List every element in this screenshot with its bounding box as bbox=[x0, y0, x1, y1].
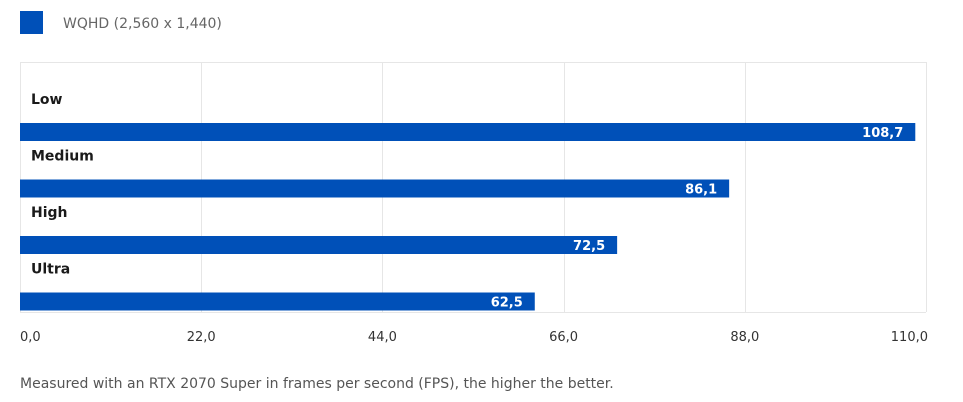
x-axis-ticks: 0,0 22,0 44,0 66,0 88,0 110,0 bbox=[20, 330, 928, 345]
category-label: High bbox=[31, 205, 68, 221]
legend-label: WQHD (2,560 x 1,440) bbox=[63, 16, 222, 32]
legend: WQHD (2,560 x 1,440) bbox=[20, 11, 222, 34]
legend-swatch bbox=[20, 11, 43, 34]
category-label: Ultra bbox=[31, 262, 70, 278]
x-tick-label: 66,0 bbox=[549, 330, 578, 345]
category-label: Low bbox=[31, 92, 63, 108]
chart-footnote: Measured with an RTX 2070 Super in frame… bbox=[20, 376, 614, 392]
bar-value-label: 86,1 bbox=[685, 183, 717, 198]
bar-high bbox=[20, 236, 618, 254]
x-tick-label: 110,0 bbox=[891, 330, 928, 345]
bar-ultra bbox=[20, 292, 535, 311]
x-tick-label: 0,0 bbox=[20, 330, 41, 345]
bar-value-label: 62,5 bbox=[491, 296, 523, 311]
category-label: Medium bbox=[31, 149, 94, 165]
bar-medium bbox=[20, 179, 730, 198]
bar-low bbox=[20, 123, 916, 141]
grid-lines bbox=[20, 62, 927, 313]
x-tick-label: 22,0 bbox=[187, 330, 216, 345]
x-tick-label: 88,0 bbox=[730, 330, 759, 345]
bar-value-label: 72,5 bbox=[573, 239, 605, 254]
bars: Low 108,7 Medium 86,1 High 72,5 Ultra 62,5 bbox=[20, 92, 916, 311]
x-tick-label: 44,0 bbox=[368, 330, 397, 345]
bar-value-label: 108,7 bbox=[862, 126, 903, 141]
